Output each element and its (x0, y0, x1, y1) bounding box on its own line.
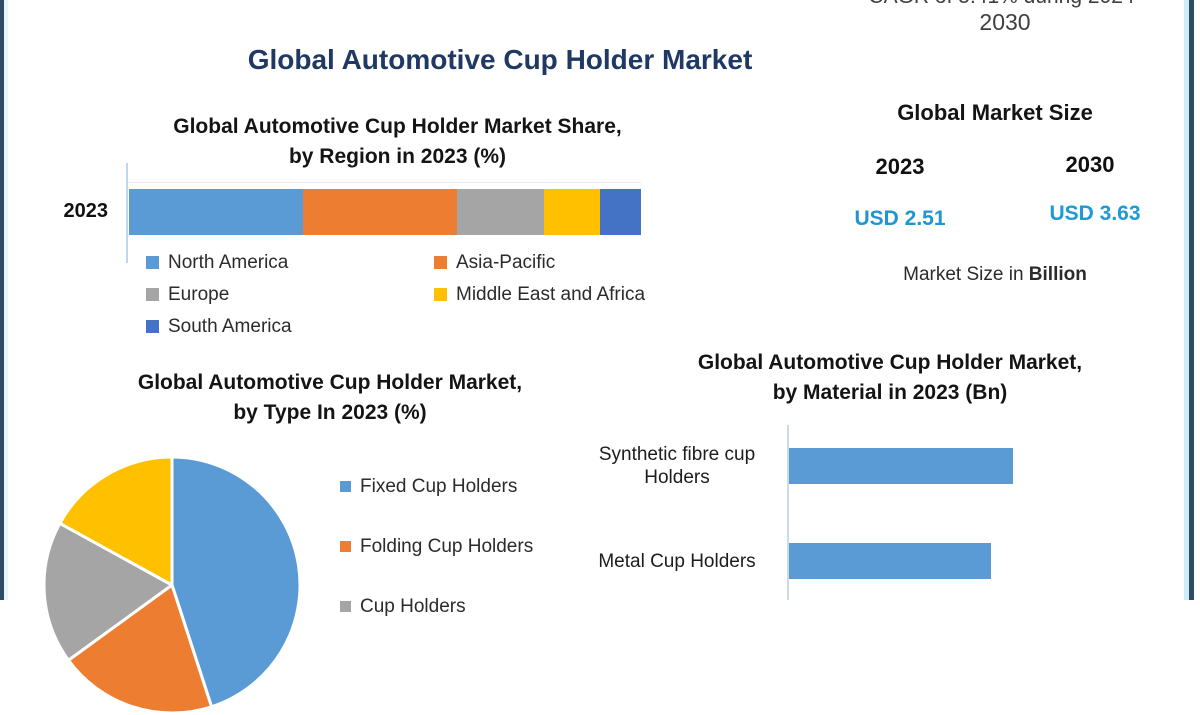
legend-swatch (340, 481, 351, 492)
type-legend-item: Cup Holders (340, 596, 533, 618)
region-legend-item: North America (146, 252, 434, 274)
region-bar-segment (303, 189, 457, 235)
type-legend-item: Folding Cup Holders (340, 536, 533, 558)
market-size-title: Global Market Size (897, 100, 1093, 125)
material-bar (789, 448, 1013, 484)
frame-right-border-glow (1184, 0, 1189, 600)
legend-label: Middle East and Africa (456, 284, 646, 305)
material-category-label: Metal Cup Holders (598, 550, 756, 572)
type-chart-title: Global Automotive Cup Holder Market, by … (55, 368, 605, 428)
legend-label: Cup Holders (360, 596, 466, 617)
region-legend-item: Asia-Pacific (434, 252, 645, 274)
region-legend-item: South America (146, 316, 434, 338)
region-stacked-bar (129, 189, 641, 235)
legend-label: Asia-Pacific (456, 252, 556, 273)
type-chart-title-line1: Global Automotive Cup Holder Market, (137, 371, 523, 394)
material-chart-axis-line (787, 425, 789, 600)
region-legend-item: Europe (146, 284, 434, 306)
region-chart-axis-line (126, 163, 128, 263)
material-row: Metal Cup Holders (585, 540, 991, 582)
legend-label: Folding Cup Holders (360, 536, 534, 557)
cagr-note-line2: 2030 (979, 9, 1031, 35)
region-bar-segment (543, 189, 601, 235)
region-bar-segment (600, 189, 641, 235)
legend-swatch (146, 320, 159, 333)
material-row: Synthetic fibre cup Holders (585, 438, 1013, 494)
market-size-caption-prefix: Market Size in (903, 264, 1029, 285)
material-bar (789, 543, 991, 579)
material-chart-title-line1: Global Automotive Cup Holder Market, (697, 351, 1083, 374)
legend-swatch (146, 288, 159, 301)
region-chart-category-label: 2023 (63, 200, 109, 222)
material-chart-title: Global Automotive Cup Holder Market, by … (620, 348, 1160, 408)
market-size-caption: Market Size in Billion (830, 264, 1160, 286)
region-chart-title-line2: by Region in 2023 (%) (288, 145, 507, 168)
legend-swatch (340, 541, 351, 552)
cagr-note: CAGR of 5.41% during 2024- 2030 (830, 0, 1180, 36)
cagr-note-line1: CAGR of 5.41% during 2024- (830, 0, 1180, 9)
legend-swatch (146, 256, 159, 269)
legend-swatch (340, 601, 351, 612)
region-chart-title: Global Automotive Cup Holder Market Shar… (90, 112, 705, 172)
legend-swatch (434, 288, 447, 301)
market-size-caption-unit: Billion (1028, 264, 1087, 285)
region-chart-title-line1: Global Automotive Cup Holder Market Shar… (173, 115, 622, 138)
region-bar-segment (456, 189, 544, 235)
market-size-value-2030: USD 3.63 (1049, 202, 1141, 225)
type-chart-legend: Fixed Cup Holders Folding Cup Holders Cup … (340, 476, 533, 656)
type-pie-chart (42, 455, 302, 715)
legend-label: Europe (168, 284, 230, 305)
pie-slice (58, 455, 174, 587)
market-size-value-2023: USD 2.51 (854, 207, 946, 230)
legend-label: North America (168, 252, 289, 273)
material-chart-title-line2: by Material in 2023 (Bn) (772, 381, 1008, 404)
type-chart-title-line2: by Type In 2023 (%) (233, 401, 427, 424)
frame-right-border (1189, 0, 1194, 600)
frame-left-border (0, 0, 4, 600)
type-legend-item: Fixed Cup Holders (340, 476, 533, 498)
page-title: Global Automotive Cup Holder Market (247, 44, 753, 75)
market-size-year-2030: 2030 (1065, 152, 1115, 177)
legend-label: Fixed Cup Holders (360, 476, 518, 497)
region-chart-legend: North America Asia-Pacific Europe Middle Ea… (146, 252, 645, 338)
legend-swatch (434, 256, 447, 269)
market-size-year-2023: 2023 (875, 154, 925, 179)
region-bar-segment (129, 189, 304, 235)
region-legend-item: Middle East and Africa (434, 284, 645, 306)
frame-left-border-glow (4, 0, 8, 600)
region-chart-gridline (127, 182, 641, 183)
legend-label: South America (168, 316, 292, 337)
material-category-label: Synthetic fibre cup Holders (598, 444, 756, 488)
